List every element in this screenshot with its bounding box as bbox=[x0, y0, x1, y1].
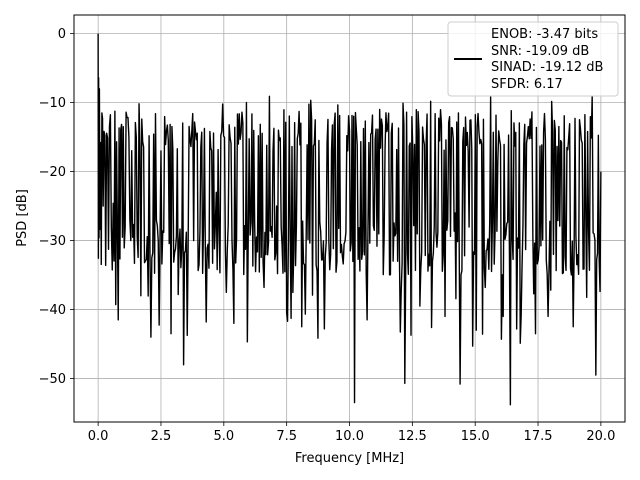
y-tick-label: −20 bbox=[39, 165, 66, 180]
y-tick-label: −30 bbox=[39, 234, 66, 249]
psd-series-line bbox=[97, 33, 602, 406]
y-tick-label: −40 bbox=[39, 303, 66, 318]
legend-box bbox=[447, 21, 619, 97]
legend-enob: ENOB: -3.47 bits bbox=[491, 27, 598, 42]
legend-snr: SNR: -19.09 dB bbox=[491, 44, 589, 59]
y-tick-label: −50 bbox=[39, 372, 66, 387]
x-tick-label: 12.5 bbox=[398, 429, 427, 444]
x-tick-label: 2.5 bbox=[151, 429, 172, 444]
y-tick-label: −10 bbox=[39, 96, 66, 111]
legend-sinad: SINAD: -19.12 dB bbox=[491, 60, 603, 75]
tick-layer: 0.0 2.5 5.0 7.5 10.0 12.5 15.0 17.5 20.0 0 −10 −20 −… bbox=[39, 27, 616, 444]
legend: ENOB: -3.47 bits SNR: -19.09 dB SINAD: -… bbox=[447, 21, 619, 97]
x-tick-label: 0.0 bbox=[88, 429, 109, 444]
x-tick-label: 5.0 bbox=[213, 429, 234, 444]
plot-layer bbox=[97, 33, 602, 406]
x-tick-label: 15.0 bbox=[461, 429, 490, 444]
x-tick-label: 10.0 bbox=[335, 429, 364, 444]
x-axis-label: Frequency [MHz] bbox=[295, 451, 404, 466]
y-axis-label: PSD [dB] bbox=[15, 189, 30, 247]
x-tick-label: 7.5 bbox=[276, 429, 297, 444]
legend-sfdr: SFDR: 6.17 bbox=[491, 77, 563, 92]
y-tick-label: 0 bbox=[58, 27, 66, 42]
x-tick-label: 17.5 bbox=[524, 429, 553, 444]
x-tick-label: 20.0 bbox=[586, 429, 615, 444]
